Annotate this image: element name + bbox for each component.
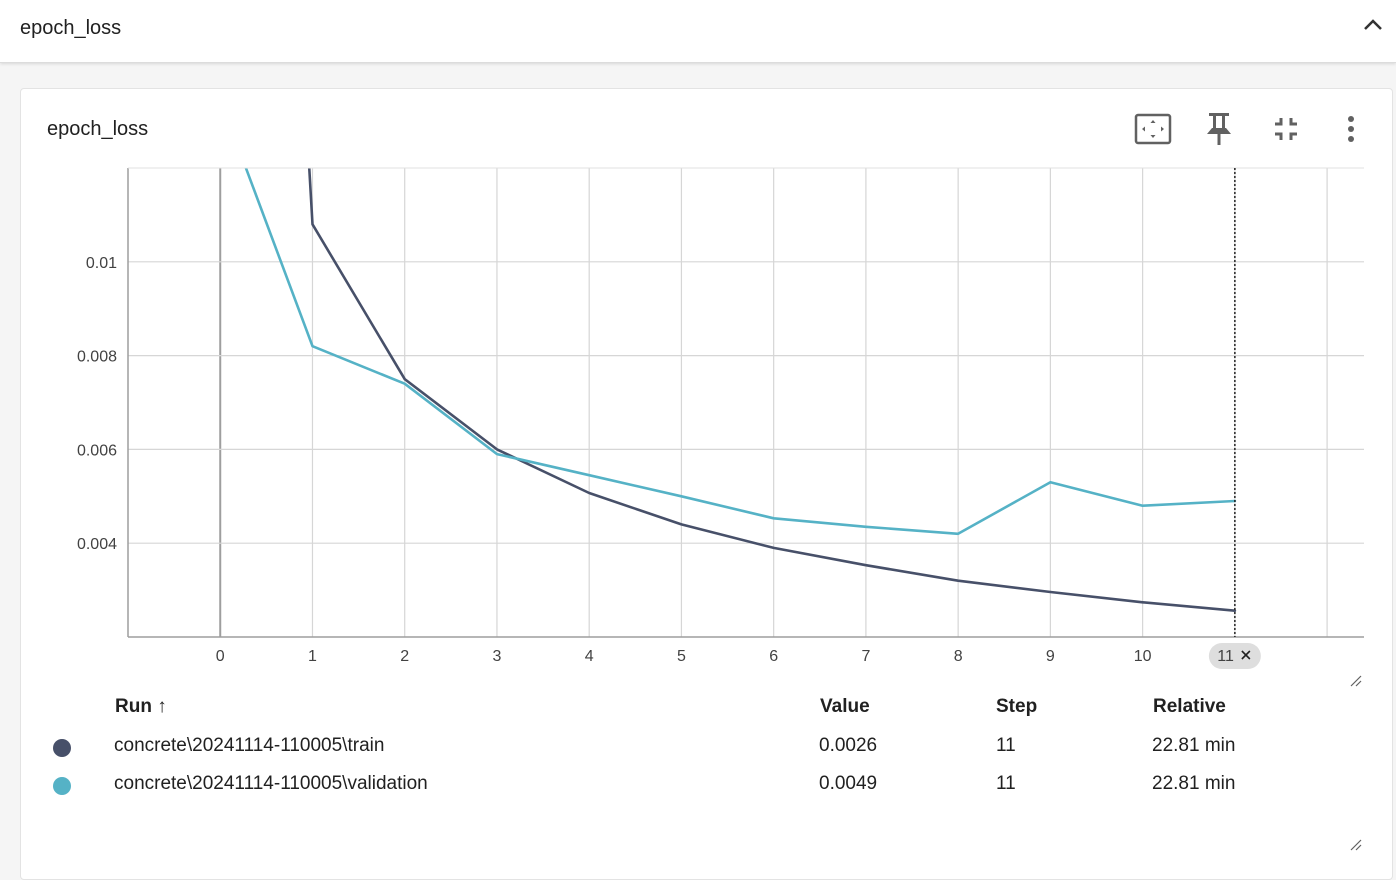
y-tick-label: 0.006 [77,442,117,459]
close-icon[interactable] [1241,650,1251,660]
run-step: 11 [996,773,1016,794]
chart-area: 0 1 2 3 4 5 6 7 8 9 10 0.01 0.008 0.006 0.004 11 [0,0,1396,700]
table-resize-handle[interactable] [1349,838,1363,852]
chart-resize-handle[interactable] [1349,674,1363,688]
x-tick-label: 1 [308,648,317,665]
series-line-1[interactable] [242,159,1237,536]
exit-fullscreen-button[interactable] [1266,109,1306,149]
x-tick-label: 10 [1134,648,1152,665]
fit-domain-button[interactable] [1133,109,1173,149]
hover-step-label: 11 [1217,648,1234,665]
run-name: concrete\20241114-110005\validation [114,773,428,794]
scalar-card: epoch_loss [20,88,1393,880]
x-tick-label: 6 [769,648,778,665]
table-row[interactable]: concrete\20241114-110005\train 0.0026 11… [0,735,1396,771]
x-tick-label: 2 [400,648,409,665]
relative-column-header[interactable]: Relative [1153,696,1226,717]
run-relative: 22.81 min [1152,735,1236,756]
x-tick-label: 3 [493,648,502,665]
card-title: epoch_loss [47,118,149,140]
group-header: epoch_loss [0,0,1396,63]
step-column-header[interactable]: Step [996,696,1038,717]
series-line-0[interactable] [307,145,1237,612]
more-menu-button[interactable] [1331,109,1371,149]
group-title: epoch_loss [20,17,122,39]
x-tick-label: 9 [1046,648,1055,665]
run-step: 11 [996,735,1016,756]
y-tick-label: 0.004 [77,536,117,553]
run-relative: 22.81 min [1152,773,1236,794]
run-value: 0.0049 [819,773,878,794]
fit-domain-icon [1134,113,1172,145]
hover-step-chip[interactable] [1208,643,1261,669]
y-tick-label: 0.008 [77,349,117,366]
x-tick-label: 5 [677,648,686,665]
fullscreen-exit-icon [1275,118,1297,140]
value-column-header[interactable]: Value [820,696,870,717]
x-tick-label: 4 [585,648,594,665]
run-column-header[interactable]: Run ↑ [115,696,167,717]
x-tick-label: 7 [861,648,870,665]
series-color-swatch [53,777,71,795]
table-row[interactable]: concrete\20241114-110005\validation 0.00… [0,773,1396,809]
more-vert-icon [1348,116,1354,142]
collapse-group-button[interactable] [1358,10,1388,40]
run-name: concrete\20241114-110005\train [114,735,385,756]
y-tick-label: 0.01 [86,255,117,272]
series-color-swatch [53,739,71,757]
x-tick-label: 8 [954,648,963,665]
pin-icon [1207,113,1231,145]
x-tick-label: 0 [216,648,225,665]
pin-button[interactable] [1199,109,1239,149]
line-chart[interactable]: 0 1 2 3 4 5 6 7 8 9 10 0.01 0.008 0.006 0.004 11 [0,0,1396,700]
run-value: 0.0026 [819,735,878,756]
chevron-up-icon [1364,19,1382,30]
